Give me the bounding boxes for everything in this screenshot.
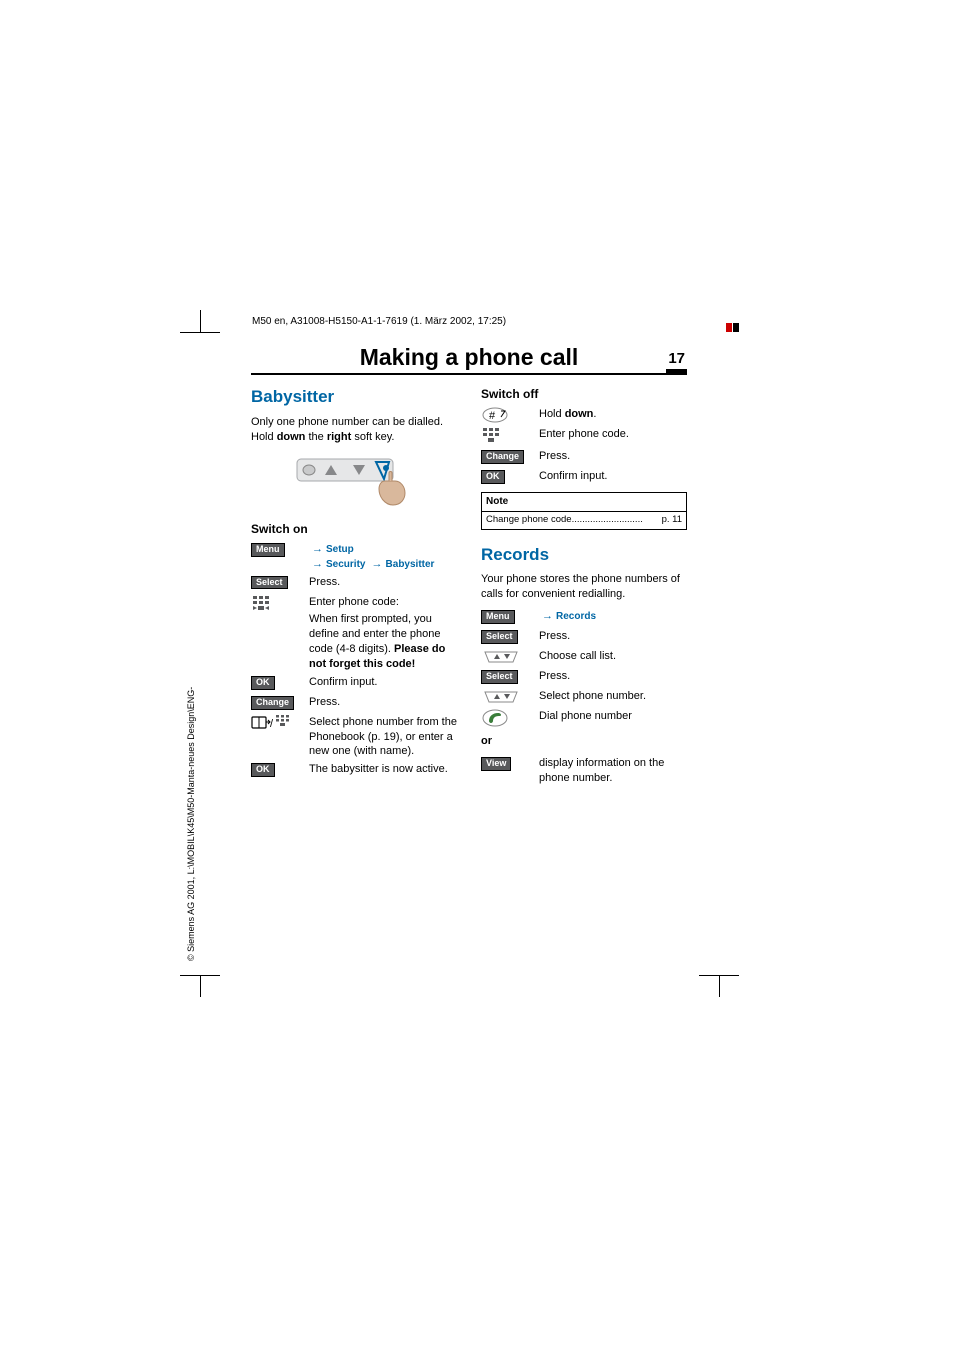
step-row: Change Press. bbox=[481, 448, 687, 466]
step-text: Confirm input. bbox=[539, 468, 687, 484]
left-column: Babysitter Only one phone number can be … bbox=[251, 386, 457, 788]
text-bold: down bbox=[277, 431, 306, 443]
softkey-ok: OK bbox=[251, 676, 275, 690]
step-text: Press. bbox=[539, 448, 687, 464]
softkey-menu: Menu bbox=[251, 543, 285, 557]
menu-item: Setup bbox=[326, 544, 354, 555]
registration-blocks bbox=[726, 319, 739, 337]
step-text: display information on the phone number. bbox=[539, 755, 687, 786]
arrow-icon: → bbox=[542, 610, 553, 622]
crop-mark bbox=[180, 332, 220, 333]
step-row: OK The babysitter is now active. bbox=[251, 761, 457, 779]
dots: ........................... bbox=[572, 514, 643, 525]
page-number: 17 bbox=[666, 350, 687, 375]
menu-item: Security bbox=[326, 559, 365, 570]
page-title: Making a phone call bbox=[360, 344, 579, 371]
step-text: Dial phone number bbox=[539, 708, 687, 724]
crop-mark bbox=[200, 310, 201, 332]
hash-key-icon: # bbox=[481, 406, 509, 424]
nav-pill-icon bbox=[481, 690, 521, 704]
text: soft key. bbox=[351, 431, 394, 443]
menu-path-row: Menu →Records bbox=[481, 608, 687, 626]
text: Hold bbox=[539, 408, 565, 420]
crop-mark bbox=[180, 975, 220, 996]
step-row: Select Press. bbox=[481, 628, 687, 646]
or-label: or bbox=[481, 734, 687, 749]
softkey-menu: Menu bbox=[481, 610, 515, 624]
step-row: / Select phone number from the Phonebook… bbox=[251, 714, 457, 760]
step-text: Hold down. bbox=[539, 406, 687, 422]
step-row: Enter phone code: When first prompted, y… bbox=[251, 594, 457, 672]
menu-path-row: Menu →Setup →Security →Babysitter bbox=[251, 541, 457, 572]
svg-text:/: / bbox=[270, 718, 274, 730]
softkey-select: Select bbox=[251, 576, 288, 590]
note-text: Change phone code.......................… bbox=[486, 514, 643, 527]
step-row: OK Confirm input. bbox=[251, 674, 457, 692]
svg-text:#: # bbox=[489, 410, 496, 422]
softkey-view: View bbox=[481, 757, 511, 771]
note-title: Note bbox=[482, 493, 686, 512]
step-text: The babysitter is now active. bbox=[309, 761, 457, 777]
softkey-select: Select bbox=[481, 630, 518, 644]
softkey-ok: OK bbox=[251, 763, 275, 777]
text: Change phone code bbox=[486, 514, 572, 525]
arrow-icon: → bbox=[372, 558, 383, 570]
softkey-ok: OK bbox=[481, 470, 505, 484]
nav-pill-icon bbox=[481, 650, 521, 664]
step-text: Press. bbox=[309, 574, 457, 590]
step-row: Dial phone number bbox=[481, 708, 687, 728]
step-text: Choose call list. bbox=[539, 648, 687, 664]
arrow-icon: → bbox=[312, 558, 323, 570]
step-row: Select Press. bbox=[481, 668, 687, 686]
title-bar: Making a phone call 17 bbox=[251, 343, 687, 375]
phonebook-keypad-icon: / bbox=[251, 714, 295, 732]
step-text: Enter phone code: bbox=[309, 595, 457, 610]
step-text: Press. bbox=[539, 668, 687, 684]
keypad-icon bbox=[481, 426, 503, 446]
step-row: Select Press. bbox=[251, 574, 457, 592]
softkey-select: Select bbox=[481, 670, 518, 684]
step-row: Enter phone code. bbox=[481, 426, 687, 446]
menu-item: Babysitter bbox=[386, 559, 435, 570]
content-columns: Babysitter Only one phone number can be … bbox=[251, 386, 687, 788]
heading-babysitter: Babysitter bbox=[251, 386, 457, 409]
records-intro: Your phone stores the phone numbers of c… bbox=[481, 572, 687, 602]
babysitter-intro: Only one phone number can be dialled. Ho… bbox=[251, 415, 457, 445]
step-text: Select phone number from the Phonebook (… bbox=[309, 714, 457, 760]
step-text: Select phone number. bbox=[539, 688, 687, 704]
text-bold: down bbox=[565, 408, 594, 420]
heading-switch-on: Switch on bbox=[251, 521, 457, 537]
step-text: Confirm input. bbox=[309, 674, 457, 690]
text: . bbox=[593, 408, 596, 420]
heading-records: Records bbox=[481, 544, 687, 567]
call-key-icon bbox=[481, 708, 509, 728]
note-page-ref: p. 11 bbox=[662, 514, 682, 527]
menu-item: Records bbox=[556, 611, 596, 622]
text: the bbox=[305, 431, 326, 443]
doc-header-line: M50 en, A31008-H5150-A1-1-7619 (1. März … bbox=[252, 316, 506, 327]
keypad-icon bbox=[251, 594, 273, 614]
step-row: View display information on the phone nu… bbox=[481, 755, 687, 786]
step-text: Enter phone code. bbox=[539, 426, 687, 442]
step-text: Press. bbox=[539, 628, 687, 644]
step-row: OK Confirm input. bbox=[481, 468, 687, 486]
step-row: Choose call list. bbox=[481, 648, 687, 666]
note-box: Note Change phone code..................… bbox=[481, 492, 687, 529]
copyright-vertical: © Siemens AG 2001, L:\MOBIL\K45\M50-Mant… bbox=[186, 687, 196, 961]
step-row: # Hold down. bbox=[481, 406, 687, 424]
step-text: Press. bbox=[309, 694, 457, 710]
step-text: When first prompted, you define and ente… bbox=[309, 612, 457, 671]
text-bold: right bbox=[327, 431, 351, 443]
phone-softkey-illustration bbox=[289, 453, 419, 511]
arrow-icon: → bbox=[312, 543, 323, 555]
crop-mark bbox=[699, 975, 739, 996]
step-row: Change Press. bbox=[251, 694, 457, 712]
softkey-change: Change bbox=[481, 450, 524, 464]
softkey-change: Change bbox=[251, 696, 294, 710]
right-column: Switch off # Hold down. En bbox=[481, 386, 687, 788]
heading-switch-off: Switch off bbox=[481, 386, 687, 402]
step-row: Select phone number. bbox=[481, 688, 687, 706]
